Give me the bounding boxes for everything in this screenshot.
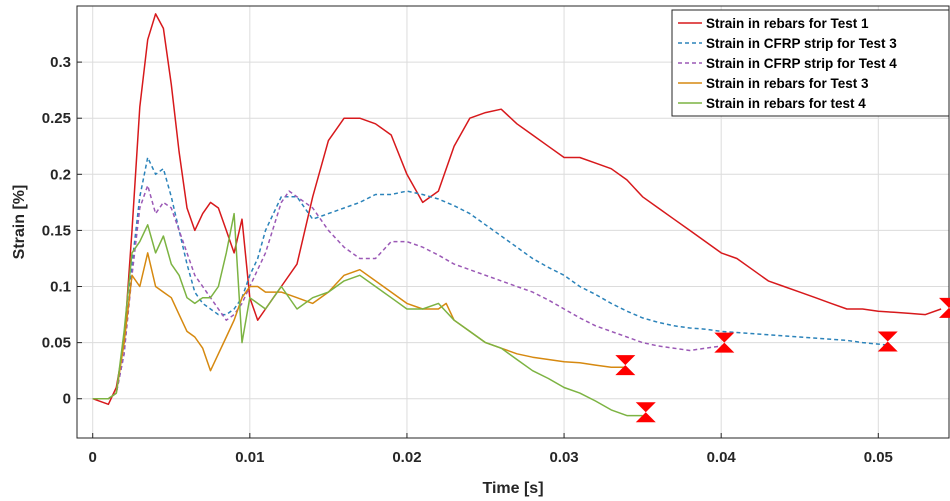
y-tick-label: 0.15	[42, 222, 71, 239]
legend-box	[671, 9, 950, 117]
x-tick-label: 0.01	[235, 449, 264, 466]
failure-marker	[877, 331, 898, 352]
legend-label: Strain in rebars for Test 1	[706, 16, 869, 31]
series-line-3	[92, 184, 722, 400]
y-axis-ticks: 0 0.05 0.1 0.15 0.2 0.25 0.3	[42, 54, 82, 408]
x-tick-label: 0	[89, 449, 97, 466]
x-tick-label: 0.03	[549, 449, 578, 466]
plot-area-frame	[76, 5, 950, 439]
legend-label: Strain in CFRP strip for Test 3	[706, 36, 897, 51]
y-tick-label: 0.1	[50, 279, 71, 296]
failure-marker	[615, 355, 636, 376]
y-axis-label: Strain [%]	[11, 185, 28, 260]
grid-lines	[77, 6, 949, 438]
x-axis-ticks: 0 0.01 0.02 0.03 0.04 0.05	[89, 433, 893, 466]
failure-marker	[635, 402, 656, 423]
series-line-2	[92, 156, 887, 400]
failure-marker-layer	[615, 297, 950, 423]
failure-marker	[714, 332, 735, 353]
x-tick-label: 0.05	[864, 449, 893, 466]
legend-label: Strain in rebars for test 4	[706, 96, 866, 111]
y-tick-label: 0	[63, 391, 71, 408]
y-tick-label: 0.25	[42, 110, 71, 127]
x-axis-label: Time [s]	[482, 480, 543, 497]
failure-marker	[939, 297, 950, 318]
x-tick-label: 0.02	[392, 449, 421, 466]
legend-label: Strain in CFRP strip for Test 4	[706, 56, 897, 71]
series-line-4	[92, 252, 627, 400]
x-tick-label: 0.04	[707, 449, 737, 466]
y-tick-label: 0.2	[50, 166, 71, 183]
y-tick-label: 0.05	[42, 335, 71, 352]
legend-label: Strain in rebars for Test 3	[706, 76, 869, 91]
y-tick-label: 0.3	[50, 54, 71, 71]
series-layer	[92, 13, 942, 417]
series-line-5	[92, 212, 643, 417]
legend: Strain in rebars for Test 1 Strain in CFR…	[671, 9, 950, 117]
